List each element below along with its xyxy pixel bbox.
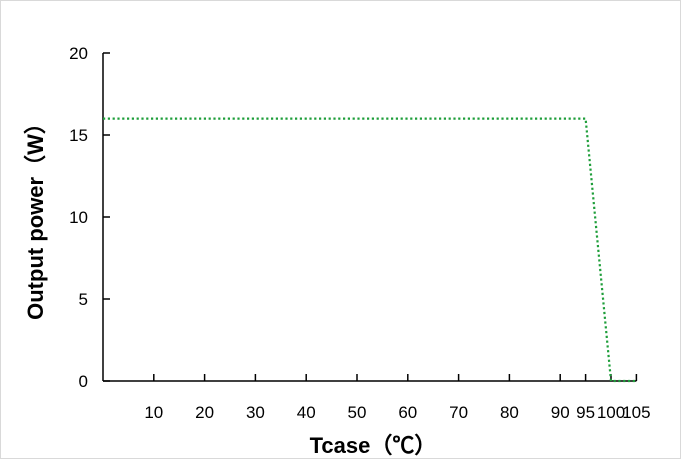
series-layer [103,117,637,383]
x-tick-label: 105 [622,403,650,422]
x-tick-label: 50 [348,403,367,422]
x-tick-label: 60 [398,403,417,422]
x-tick-label: 80 [500,403,519,422]
y-axis-title: Output power（W） [23,112,48,320]
y-tick-label: 20 [69,44,88,63]
series-line [103,117,637,383]
x-tick-label: 100 [597,403,625,422]
y-tick-label: 0 [79,372,88,391]
y-tick-label: 15 [69,126,88,145]
y-tick-label: 10 [69,208,88,227]
y-axis: 0 5 10 15 20 [69,44,110,391]
x-tick-label: 30 [246,403,265,422]
x-axis-title: Tcase（℃） [310,433,437,458]
x-tick-label: 70 [449,403,468,422]
y-tick-label: 5 [79,290,88,309]
x-tick-label: 20 [195,403,214,422]
x-tick-label: 90 [551,403,570,422]
x-tick-label: 10 [144,403,163,422]
x-tick-label: 95 [576,403,595,422]
x-tick-label: 40 [297,403,316,422]
